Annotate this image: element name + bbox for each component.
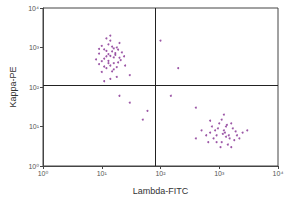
svg-text:10¹: 10¹ [29, 123, 40, 130]
svg-text:10⁰: 10⁰ [28, 163, 39, 170]
svg-text:10¹: 10¹ [97, 170, 108, 177]
svg-text:10⁰: 10⁰ [38, 170, 49, 177]
svg-text:10²: 10² [29, 84, 40, 91]
svg-text:Lambda-FITC: Lambda-FITC [133, 186, 189, 196]
svg-text:10³: 10³ [214, 170, 225, 177]
svg-text:10²: 10² [155, 170, 166, 177]
svg-text:10⁴: 10⁴ [273, 170, 284, 177]
svg-text:10⁴: 10⁴ [28, 5, 39, 12]
svg-text:10³: 10³ [29, 44, 40, 51]
svg-text:Kappa-PE: Kappa-PE [8, 66, 18, 107]
